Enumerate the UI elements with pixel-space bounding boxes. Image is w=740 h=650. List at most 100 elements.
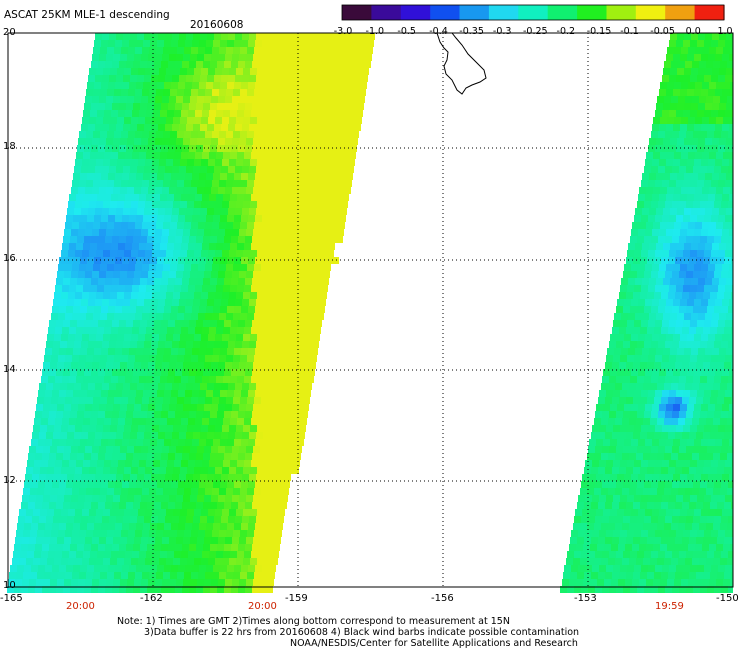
data-cell <box>199 565 206 572</box>
data-cell <box>174 194 181 201</box>
data-cell <box>182 586 189 593</box>
data-cell <box>659 264 666 271</box>
data-cell <box>619 572 626 579</box>
data-cell <box>232 495 239 502</box>
data-cell <box>120 138 127 145</box>
data-cell <box>140 236 147 243</box>
data-cell <box>103 558 110 565</box>
data-cell <box>70 278 77 285</box>
data-cell <box>179 208 186 215</box>
data-cell <box>655 565 662 572</box>
data-cell <box>274 495 281 502</box>
data-cell <box>210 61 217 68</box>
data-cell <box>221 516 228 523</box>
data-cell <box>196 411 203 418</box>
colorbar-label: -0.1 <box>620 26 639 37</box>
data-cell <box>239 271 246 278</box>
data-cell <box>323 187 330 194</box>
data-cell <box>629 453 636 460</box>
data-cell <box>151 383 158 390</box>
data-cell <box>699 488 706 495</box>
data-cell <box>675 432 682 439</box>
data-cell <box>271 558 278 565</box>
data-cell <box>581 516 588 523</box>
data-cell <box>50 404 57 411</box>
data-cell <box>328 152 335 159</box>
data-cell <box>609 516 616 523</box>
data-cell <box>675 467 682 474</box>
data-cell <box>93 47 100 54</box>
data-cell <box>133 320 140 327</box>
data-cell <box>728 411 733 418</box>
data-cell <box>681 47 688 54</box>
data-cell <box>647 292 654 299</box>
data-cell <box>654 257 661 264</box>
data-cell <box>685 418 692 425</box>
data-cell <box>223 152 230 159</box>
data-cell <box>293 110 300 117</box>
data-cell <box>103 292 110 299</box>
data-cell <box>661 292 668 299</box>
data-cell <box>119 278 126 285</box>
data-cell <box>683 390 690 397</box>
data-cell <box>55 418 62 425</box>
data-cell <box>698 278 705 285</box>
data-cell <box>319 166 326 173</box>
data-cell <box>42 453 49 460</box>
data-cell <box>310 222 317 229</box>
data-cell <box>125 285 132 292</box>
data-cell <box>112 61 119 68</box>
data-cell <box>220 173 227 180</box>
data-cell <box>108 390 115 397</box>
data-cell <box>161 544 168 551</box>
data-cell <box>595 586 602 593</box>
data-cell <box>286 110 293 117</box>
data-cell <box>699 558 706 565</box>
data-cell <box>633 292 640 299</box>
data-cell <box>677 103 684 110</box>
data-cell <box>638 369 645 376</box>
data-cell <box>213 523 220 530</box>
data-cell <box>65 222 72 229</box>
data-cell <box>580 488 587 495</box>
data-cell <box>714 551 721 558</box>
data-cell <box>203 502 210 509</box>
data-cell <box>652 369 659 376</box>
data-cell <box>612 537 619 544</box>
data-cell <box>87 439 94 446</box>
data-cell <box>668 257 675 264</box>
data-cell <box>208 117 215 124</box>
data-cell <box>345 89 352 96</box>
data-cell <box>14 586 21 593</box>
data-cell <box>35 586 42 593</box>
data-cell <box>300 418 307 425</box>
data-cell <box>158 383 165 390</box>
data-cell <box>654 467 661 474</box>
data-cell <box>224 453 231 460</box>
mle-data-cells <box>7 33 733 593</box>
data-cell <box>673 54 680 61</box>
data-cell <box>623 376 630 383</box>
data-cell <box>731 572 733 579</box>
data-cell <box>302 187 309 194</box>
data-cell <box>65 397 72 404</box>
data-cell <box>191 488 198 495</box>
data-cell <box>247 397 254 404</box>
data-cell <box>63 586 70 593</box>
data-cell <box>710 257 717 264</box>
data-cell <box>247 488 254 495</box>
data-cell <box>715 369 722 376</box>
data-cell <box>172 166 179 173</box>
data-cell <box>217 453 224 460</box>
data-cell <box>115 215 122 222</box>
data-cell <box>675 257 682 264</box>
data-cell <box>700 201 707 208</box>
data-cell <box>87 481 94 488</box>
data-cell <box>36 404 43 411</box>
data-cell <box>296 89 303 96</box>
data-cell <box>183 446 190 453</box>
data-cell <box>659 159 666 166</box>
data-cell <box>75 292 82 299</box>
data-cell <box>232 96 239 103</box>
data-cell <box>176 579 183 586</box>
